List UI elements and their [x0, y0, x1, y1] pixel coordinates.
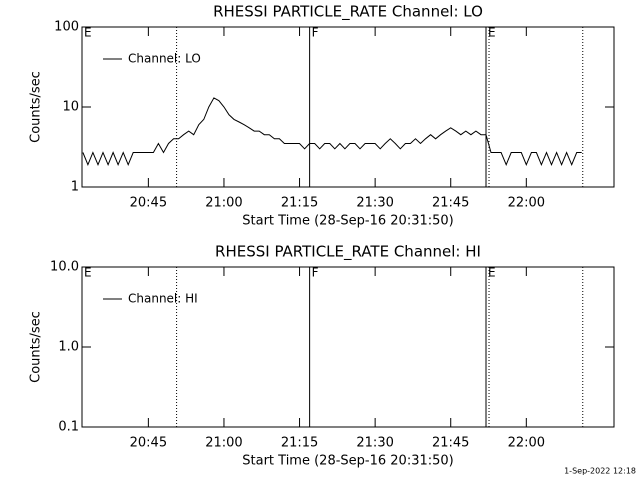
event-label: E	[84, 26, 92, 40]
y-axis-label: Counts/sec	[29, 71, 44, 143]
x-tick-label: 21:00	[205, 196, 242, 211]
x-tick-label: 22:00	[508, 436, 545, 451]
x-tick-label: 21:30	[356, 196, 393, 211]
chart-title: RHESSI PARTICLE_RATE Channel: LO	[213, 3, 483, 22]
legend-label: Channel: LO	[128, 52, 201, 66]
data-line	[82, 97, 582, 167]
y-tick-label: 10	[62, 100, 79, 115]
x-tick-label: 21:15	[281, 196, 318, 211]
x-tick-label: 21:15	[281, 436, 318, 451]
event-label: E	[84, 266, 92, 280]
y-tick-label: 1.0	[58, 340, 79, 355]
y-tick-label: 0.1	[58, 420, 79, 435]
x-tick-label: 21:45	[432, 196, 469, 211]
footer: 1-Sep-2022 12:18	[564, 467, 636, 476]
event-label: E	[488, 26, 496, 40]
x-axis-label: Start Time (28-Sep-16 20:31:50)	[242, 214, 453, 229]
x-tick-label: 20:45	[130, 196, 167, 211]
event-label: F	[312, 266, 319, 280]
chart-title: RHESSI PARTICLE_RATE Channel: HI	[215, 243, 481, 262]
x-axis-label: Start Time (28-Sep-16 20:31:50)	[242, 454, 453, 469]
y-tick-label: 1	[71, 180, 79, 195]
x-tick-label: 22:00	[508, 196, 545, 211]
y-tick-label: 100	[54, 20, 79, 35]
y-tick-label: 10.0	[50, 260, 79, 275]
legend-label: Channel: HI	[128, 292, 198, 306]
x-tick-label: 21:45	[432, 436, 469, 451]
event-label: F	[312, 26, 319, 40]
x-tick-label: 20:45	[130, 436, 167, 451]
x-tick-label: 21:00	[205, 436, 242, 451]
y-axis-label: Counts/sec	[29, 311, 44, 383]
event-label: E	[488, 266, 496, 280]
x-tick-label: 21:30	[356, 436, 393, 451]
